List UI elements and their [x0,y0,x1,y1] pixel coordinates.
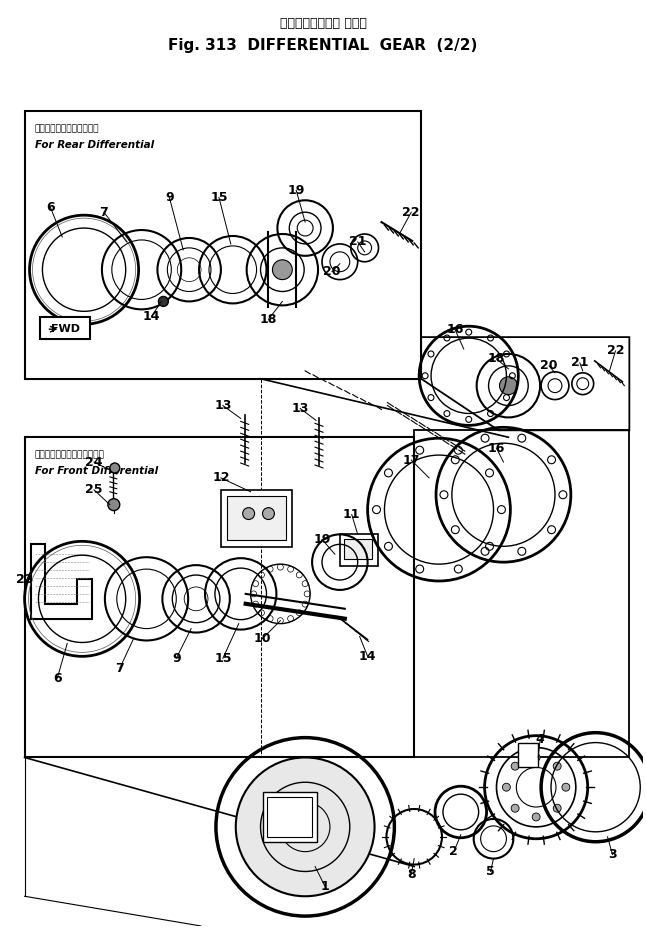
Text: リアーディフィンシャル用: リアーディフィンシャル用 [34,125,99,133]
Circle shape [243,508,255,520]
Text: 22: 22 [607,344,624,357]
Circle shape [236,757,375,897]
Text: 25: 25 [85,484,103,497]
Text: 20: 20 [323,265,340,278]
Text: 6: 6 [53,671,61,684]
Text: 15: 15 [210,191,227,204]
Bar [41,317,90,339]
Bar [340,535,377,566]
Text: デファレンシャル ギヤー: デファレンシャル ギヤー [280,18,366,31]
Text: 21: 21 [571,356,589,369]
Text: 6: 6 [46,201,55,214]
Polygon shape [30,544,92,618]
Text: 20: 20 [540,359,557,372]
Bar [344,539,371,559]
Text: 9: 9 [172,652,181,665]
Circle shape [499,377,517,394]
Circle shape [532,753,540,762]
Text: 5: 5 [486,865,495,878]
Circle shape [511,763,519,770]
Bar [227,496,286,540]
Text: 8: 8 [407,868,415,881]
Text: For Front Differential: For Front Differential [34,466,158,476]
Text: 19: 19 [287,184,305,197]
Circle shape [562,783,570,791]
Circle shape [108,498,120,511]
Text: 19: 19 [313,533,331,546]
Text: FWD: FWD [51,325,79,334]
Text: For Rear Differential: For Rear Differential [34,140,154,150]
Bar [518,742,538,767]
Text: 18: 18 [488,352,505,365]
Text: 7: 7 [99,206,109,219]
Bar [25,437,414,757]
Text: 17: 17 [402,454,420,467]
Bar [25,111,421,379]
Text: 1: 1 [320,880,329,893]
Text: 16: 16 [446,323,464,336]
Circle shape [511,804,519,812]
Text: 14: 14 [359,650,377,663]
Text: 23: 23 [16,573,34,586]
Bar [221,490,292,547]
Text: 13: 13 [291,402,309,415]
Text: 15: 15 [214,652,232,665]
Text: Fig. 313  DIFFERENTIAL  GEAR  (2/2): Fig. 313 DIFFERENTIAL GEAR (2/2) [169,38,477,53]
Text: 11: 11 [343,508,360,521]
Circle shape [110,463,120,473]
Circle shape [553,804,561,812]
Text: 4: 4 [536,733,545,746]
Text: フロントディフィンシャル用: フロントディフィンシャル用 [34,451,105,459]
Circle shape [273,259,292,280]
Text: 22: 22 [402,206,420,219]
Text: 14: 14 [143,310,160,323]
Text: 12: 12 [212,472,229,485]
Circle shape [158,297,169,306]
Circle shape [553,763,561,770]
Bar [262,792,317,842]
Text: 9: 9 [165,191,174,204]
Text: 16: 16 [488,442,505,455]
Circle shape [262,508,275,520]
Text: 7: 7 [116,662,124,675]
Bar [267,797,312,837]
Text: 13: 13 [214,399,231,412]
Circle shape [503,783,510,791]
Text: 21: 21 [349,235,366,248]
Text: 3: 3 [608,848,617,861]
Text: 18: 18 [260,312,277,326]
Text: 2: 2 [450,845,458,858]
Circle shape [532,813,540,821]
Text: 24: 24 [85,456,103,469]
Text: 10: 10 [254,632,271,645]
